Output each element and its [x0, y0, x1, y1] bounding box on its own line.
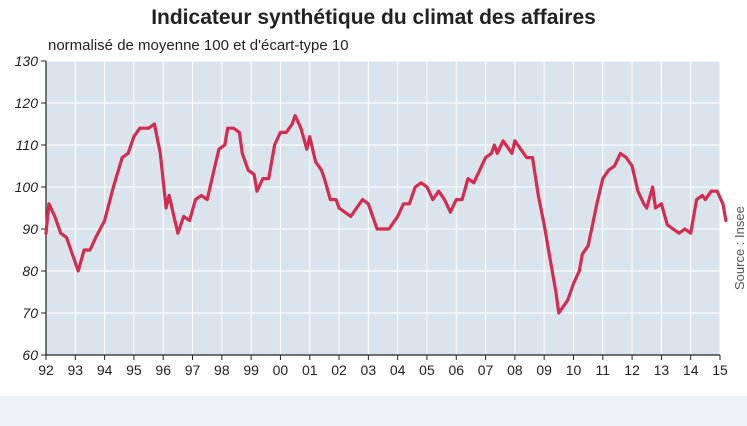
plot-area — [46, 61, 720, 355]
x-tick-label: 15 — [712, 362, 728, 378]
y-tick-label: 70 — [22, 305, 38, 321]
x-tick-label: 96 — [155, 362, 171, 378]
x-tick-label: 12 — [624, 362, 640, 378]
x-tick-label: 94 — [97, 362, 113, 378]
x-tick-label: 09 — [536, 362, 552, 378]
y-tick-label: 80 — [22, 263, 38, 279]
x-tick-label: 02 — [331, 362, 347, 378]
x-tick-label: 01 — [302, 362, 318, 378]
footer-band — [0, 396, 747, 426]
x-tick-label: 98 — [214, 362, 230, 378]
x-tick-label: 11 — [596, 362, 611, 378]
x-tick-label: 95 — [126, 362, 142, 378]
x-tick-label: 06 — [448, 362, 464, 378]
x-tick-label: 08 — [507, 362, 523, 378]
x-tick-label: 14 — [683, 362, 699, 378]
chart-subtitle: normalisé de moyenne 100 et d'écart-type… — [48, 37, 349, 54]
series-line — [44, 114, 728, 315]
chart-title: Indicateur synthétique du climat des aff… — [151, 6, 596, 29]
y-tick-label: 120 — [15, 95, 39, 111]
y-tick-label: 110 — [16, 137, 39, 153]
x-tick-label: 00 — [273, 362, 289, 378]
y-tick-label: 60 — [22, 347, 38, 363]
x-tick-label: 93 — [68, 362, 84, 378]
x-tick-label: 10 — [566, 362, 582, 378]
x-tick-label: 05 — [419, 362, 435, 378]
x-tick-label: 04 — [390, 362, 406, 378]
x-tick-label: 03 — [361, 362, 377, 378]
x-tick-label: 97 — [185, 362, 201, 378]
y-tick-label: 100 — [15, 179, 39, 195]
x-tick-label: 07 — [478, 362, 494, 378]
x-tick-label: 92 — [38, 362, 54, 378]
x-tick-label: 13 — [654, 362, 670, 378]
x-tick-label: 99 — [243, 362, 259, 378]
y-tick-label: 90 — [22, 221, 38, 237]
y-tick-label: 130 — [15, 53, 39, 69]
